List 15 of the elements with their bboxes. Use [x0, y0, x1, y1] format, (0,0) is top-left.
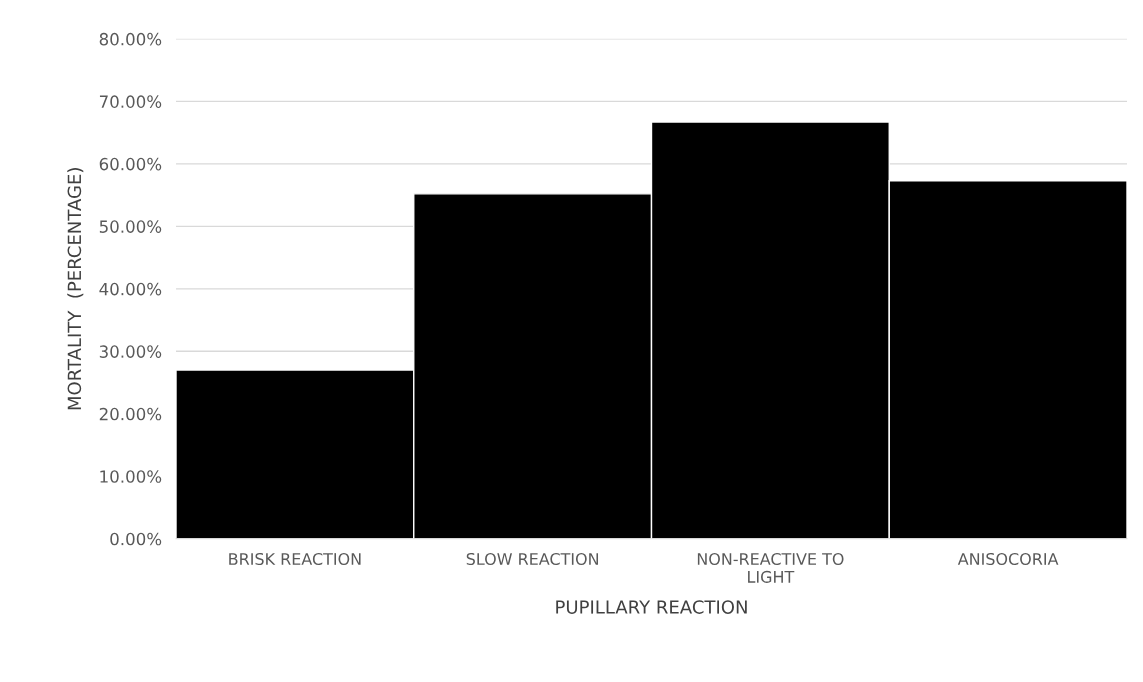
y-tick-label: 10.00% [100, 470, 162, 483]
y-axis-title: MORTALITY (PERCENTAGE) [67, 168, 84, 410]
y-tick-label: 60.00% [99, 157, 162, 171]
x-tick-label: BRISK REACTION [229, 552, 361, 566]
x-tick-label: ANISOCORIA [957, 552, 1059, 566]
y-tick-label: 80.00% [99, 32, 162, 46]
x-axis-title: PUPILLARY REACTION [556, 600, 747, 614]
y-tick-label: 30.00% [99, 345, 162, 358]
y-tick-label: 40.00% [99, 282, 162, 296]
y-tick-label: 70.00% [99, 95, 162, 108]
x-tick-label: NON-REACTIVE TO LIGHT [697, 552, 844, 583]
y-tick-label: 0.00% [110, 532, 162, 546]
x-tick-label: SLOW REACTION [466, 552, 598, 566]
y-tick-label: 20.00% [99, 407, 162, 421]
y-tick-label: 50.00% [99, 220, 162, 233]
